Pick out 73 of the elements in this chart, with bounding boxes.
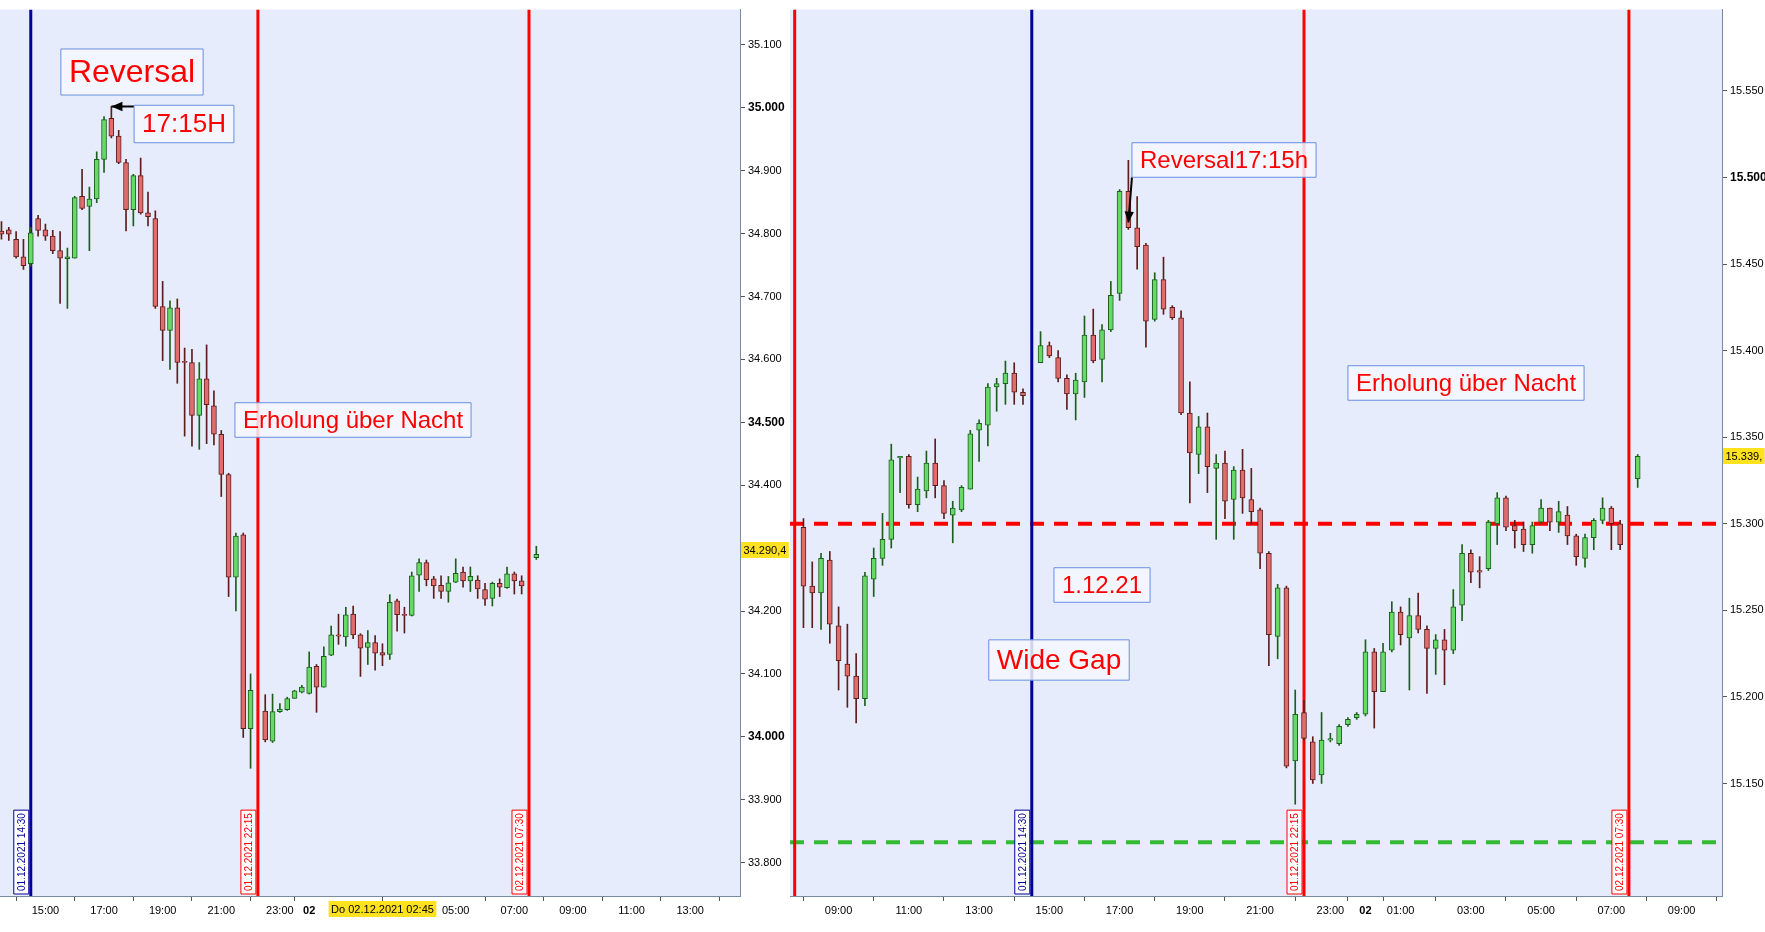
candlestick: [145, 191, 151, 227]
x-tick-label: 13:00: [676, 903, 704, 916]
y-tick-label: 34.700: [748, 289, 782, 302]
candlestick: [1020, 388, 1026, 405]
candlestick: [949, 500, 956, 544]
y-tick-label: 34.800: [748, 226, 782, 239]
y-tick-label: 15.350: [1730, 430, 1764, 443]
ref-line-label: 01.12.2021 22:15: [242, 812, 254, 891]
annotation: Reversal: [68, 52, 196, 89]
x-tick-label: 05:00: [1527, 903, 1555, 916]
x-tick-label: 09:00: [559, 903, 587, 916]
x-tick-label: 01:00: [1386, 903, 1415, 916]
annotation: 1.12.21: [1061, 570, 1143, 598]
x-tick-label: 03:00: [1457, 903, 1485, 916]
ref-line-label: 01.12.2021 22:15: [1288, 812, 1300, 891]
annotation: Reversal17:15h: [1139, 145, 1309, 173]
candlestick: [809, 561, 816, 628]
x-tick-label: 02: [303, 903, 316, 916]
x-tick-label: 15:00: [31, 903, 60, 916]
x-tick-label: 07:00: [1597, 903, 1626, 916]
text: 15.339,: [1725, 450, 1763, 463]
x-tick-label: 23:00: [266, 903, 294, 916]
annotation: Erholung über Nacht: [242, 405, 464, 433]
ref-line-label: 01.12.2021 14:30: [1016, 812, 1028, 891]
text: 34.290,4: [743, 544, 787, 557]
y-tick-label: 15.450: [1730, 257, 1764, 270]
y-tick-label: 34.100: [748, 666, 782, 679]
y-tick-label: 34.900: [748, 163, 782, 176]
x-tick-label: 21:00: [207, 903, 236, 916]
candlestick: [1248, 468, 1255, 525]
ref-line-label: 02.12.2021 07:30: [1613, 812, 1625, 891]
y-tick-label: 15.200: [1730, 689, 1764, 702]
y-tick-label: 15.150: [1730, 776, 1764, 789]
text: Do 02.12.2021 02:45: [331, 903, 434, 916]
x-tick-label: 09:00: [1667, 903, 1696, 916]
x-tick-label: 09:00: [824, 903, 853, 916]
x-tick-label: 17:00: [90, 903, 118, 916]
x-tick-label: 23:00: [1316, 903, 1345, 916]
x-tick-label: 07:00: [500, 903, 529, 916]
y-tick-label: 34.000: [748, 729, 786, 744]
candlestick: [1511, 519, 1518, 549]
y-tick-label: 15.550: [1730, 84, 1764, 96]
y-tick-label: 34.200: [748, 604, 782, 617]
ref-line-label: 01.12.2021 14:30: [15, 812, 27, 891]
x-tick-label: 15:00: [1035, 903, 1064, 916]
y-tick-label: 35.000: [748, 100, 786, 115]
x-tick-label: 11:00: [618, 903, 645, 916]
y-tick-label: 15.300: [1730, 516, 1764, 529]
y-tick-label: 34.500: [748, 414, 786, 429]
candlestick: [976, 419, 982, 462]
candlestick: [57, 231, 63, 304]
x-tick-label: 17:00: [1105, 903, 1134, 916]
x-tick-label: 19:00: [1176, 903, 1204, 916]
x-tick-label: 19:00: [148, 903, 177, 916]
y-tick-label: 35.100: [748, 37, 782, 50]
y-tick-label: 34.400: [748, 478, 782, 491]
y-tick-label: 15.250: [1730, 603, 1764, 616]
x-tick-label: 13:00: [965, 903, 993, 916]
annotation: Erholung über Nacht: [1355, 368, 1577, 396]
x-tick-label: 05:00: [441, 903, 470, 916]
annotation: 17:15H: [142, 108, 226, 139]
ref-line-label: 02.12.2021 07:30: [513, 812, 525, 891]
x-tick-label: 02: [1359, 903, 1372, 916]
candlestick: [1432, 634, 1439, 675]
candlestick: [364, 630, 371, 665]
x-tick-label: 11:00: [895, 903, 923, 916]
candlestick: [1213, 454, 1220, 540]
y-tick-label: 15.400: [1730, 343, 1764, 356]
y-tick-label: 33.900: [748, 792, 782, 805]
annotation: Wide Gap: [996, 643, 1122, 675]
y-tick-label: 34.600: [748, 352, 782, 365]
y-tick-label: 33.800: [748, 855, 782, 868]
x-tick-label: 21:00: [1246, 903, 1274, 916]
